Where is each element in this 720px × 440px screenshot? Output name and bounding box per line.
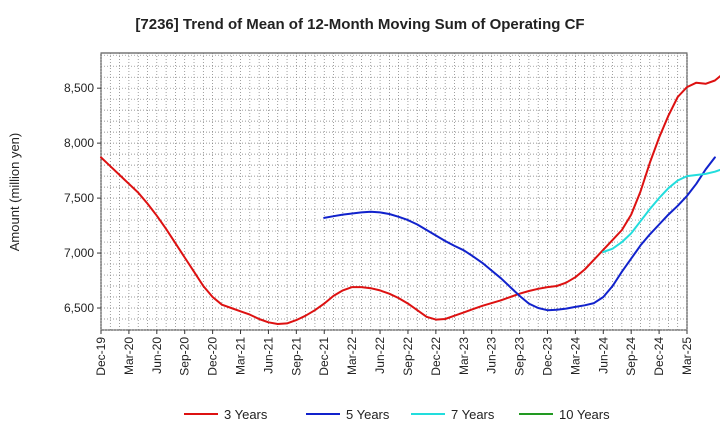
legend-label: 3 Years bbox=[224, 407, 268, 422]
x-axis: Dec-19 Mar-20 Jun-20 Sep-20 Dec-20 Mar-21 Jun-… bbox=[94, 330, 694, 376]
y-tick-label: 6,500 bbox=[64, 301, 94, 315]
x-tick-label: Sep-22 bbox=[401, 337, 415, 376]
x-tick-label: Jun-23 bbox=[485, 337, 499, 374]
legend-label: 7 Years bbox=[451, 407, 495, 422]
legend-label: 10 Years bbox=[559, 407, 610, 422]
x-tick-label: Mar-22 bbox=[345, 337, 359, 375]
y-tick-label: 8,000 bbox=[64, 136, 94, 150]
x-tick-label: Dec-20 bbox=[206, 337, 220, 376]
y-tick-label: 7,500 bbox=[64, 191, 94, 205]
grid bbox=[100, 53, 688, 331]
y-tick-label: 7,000 bbox=[64, 246, 94, 260]
chart-title: [7236] Trend of Mean of 12-Month Moving … bbox=[135, 16, 584, 33]
x-tick-label: Sep-21 bbox=[289, 337, 303, 376]
x-tick-label: Dec-23 bbox=[540, 337, 554, 376]
y-tick-label: 8,500 bbox=[64, 81, 94, 95]
x-tick-label: Jun-21 bbox=[261, 337, 275, 374]
plot-area bbox=[100, 52, 688, 331]
series-group bbox=[100, 74, 720, 325]
x-tick-label: Jun-20 bbox=[150, 337, 164, 374]
legend-label: 5 Years bbox=[346, 407, 390, 422]
x-tick-label: Sep-20 bbox=[178, 337, 192, 376]
legend: 3 Years 5 Years 7 Years 10 Years bbox=[184, 407, 610, 422]
x-tick-label: Mar-20 bbox=[122, 337, 136, 375]
x-tick-label: Dec-22 bbox=[429, 337, 443, 376]
x-tick-label: Mar-21 bbox=[234, 337, 248, 375]
x-tick-label: Jun-22 bbox=[373, 337, 387, 374]
x-tick-label: Mar-23 bbox=[457, 337, 471, 375]
series-line-3-years bbox=[100, 74, 720, 325]
x-tick-label: Sep-24 bbox=[624, 337, 638, 376]
x-tick-label: Dec-21 bbox=[317, 337, 331, 376]
x-tick-label: Mar-24 bbox=[568, 337, 582, 375]
series-line-7-years bbox=[602, 168, 720, 253]
series-line-5-years bbox=[323, 156, 716, 312]
y-axis: 6,500 7,000 7,500 8,000 8,500 bbox=[64, 81, 101, 315]
x-tick-label: Jun-24 bbox=[596, 337, 610, 374]
y-axis-label: Amount (million yen) bbox=[7, 133, 22, 252]
x-tick-label: Mar-25 bbox=[680, 337, 694, 375]
x-tick-label: Dec-19 bbox=[94, 337, 108, 376]
x-tick-label: Sep-23 bbox=[513, 337, 527, 376]
x-tick-label: Dec-24 bbox=[652, 337, 666, 376]
